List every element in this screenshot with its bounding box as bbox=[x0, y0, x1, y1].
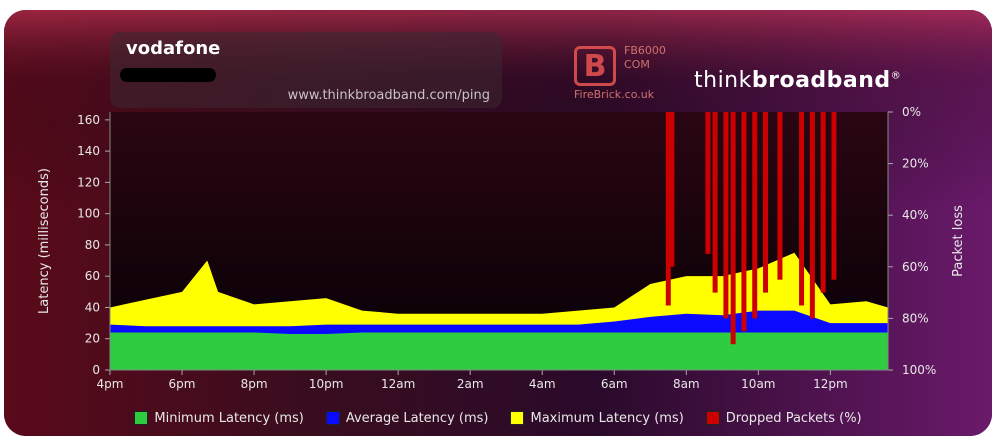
firebrick-site: FireBrick.co.uk bbox=[574, 88, 655, 101]
x-tick-label: 12pm bbox=[813, 377, 848, 391]
y-tick-label: 160 bbox=[77, 113, 100, 127]
isp-name: vodafone bbox=[126, 38, 221, 59]
dropped-packet-bar bbox=[777, 112, 783, 280]
dropped-packet-bar bbox=[705, 112, 711, 254]
legend-swatch bbox=[510, 411, 525, 425]
y-tick-label: 20 bbox=[85, 332, 100, 346]
y2-tick-label: 80% bbox=[902, 311, 929, 325]
y-tick-label: 120 bbox=[77, 175, 100, 189]
source-url: www.thinkbroadband.com/ping bbox=[287, 88, 490, 103]
x-tick-label: 12am bbox=[381, 377, 415, 391]
legend-label: Average Latency (ms) bbox=[345, 410, 489, 426]
dropped-packet-bar bbox=[799, 112, 805, 306]
y2-tick-label: 40% bbox=[902, 208, 929, 222]
x-tick-label: 4am bbox=[529, 377, 556, 391]
y2-tick-label: 100% bbox=[902, 363, 936, 377]
firebrick-com: COM bbox=[624, 58, 650, 71]
legend-item-max: Maximum Latency (ms) bbox=[510, 410, 684, 426]
chart-frame: vodafone www.thinkbroadband.com/ping B F… bbox=[4, 10, 992, 436]
redaction-bar bbox=[120, 68, 216, 82]
y-axis: 0 20 40 60 80 100 120 140 160 bbox=[77, 112, 111, 377]
y-axis-label: Latency (milliseconds) bbox=[37, 168, 52, 314]
dropped-packet-bar bbox=[809, 112, 815, 319]
latency-chart: 0 20 40 60 80 100 120 140 160 0% 20% 40% 60% 80% 100%… bbox=[37, 105, 966, 391]
y-tick-label: 60 bbox=[85, 269, 100, 283]
brand-suffix: broadband bbox=[751, 68, 891, 93]
dropped-packet-bar bbox=[723, 112, 729, 319]
thinkbroadband-logo: thinkbroadband® bbox=[694, 68, 901, 93]
y2-tick-label: 20% bbox=[902, 157, 929, 171]
series-min-area bbox=[110, 332, 888, 370]
legend-label: Maximum Latency (ms) bbox=[530, 410, 684, 426]
legend-label: Minimum Latency (ms) bbox=[154, 410, 304, 426]
legend-item-dropped: Dropped Packets (%) bbox=[705, 410, 862, 426]
series-areas bbox=[110, 252, 888, 370]
x-tick-label: 4pm bbox=[97, 377, 124, 391]
x-tick-label: 10pm bbox=[309, 377, 344, 391]
firebrick-logo: B FB6000 COM FireBrick.co.uk bbox=[574, 44, 684, 106]
y-tick-label: 0 bbox=[92, 363, 100, 377]
dropped-packet-bar bbox=[752, 112, 758, 319]
brand-reg: ® bbox=[890, 70, 902, 82]
y2-tick-label: 0% bbox=[902, 105, 921, 119]
dropped-packet-bar bbox=[741, 112, 747, 332]
dropped-packet-bar bbox=[820, 112, 826, 293]
brand-prefix: think bbox=[694, 68, 752, 93]
legend-item-avg: Average Latency (ms) bbox=[325, 410, 489, 426]
legend-swatch bbox=[134, 411, 149, 425]
legend-item-min: Minimum Latency (ms) bbox=[134, 410, 304, 426]
dropped-packet-bar bbox=[763, 112, 769, 293]
legend-label: Dropped Packets (%) bbox=[725, 410, 862, 426]
legend-swatch bbox=[705, 411, 720, 425]
dropped-packet-bar bbox=[665, 112, 671, 306]
firebrick-model: FB6000 bbox=[624, 44, 666, 57]
y2-axis-label: Packet loss bbox=[951, 205, 966, 277]
x-axis: 4pm 6pm 8pm 10pm 12am 2am 4am 6am 8am 10am 12pm bbox=[97, 369, 888, 391]
isp-panel: vodafone www.thinkbroadband.com/ping bbox=[110, 32, 502, 108]
dropped-packet-bar bbox=[831, 112, 837, 280]
x-tick-label: 6pm bbox=[169, 377, 196, 391]
legend-swatch bbox=[325, 411, 340, 425]
dropped-packet-bar bbox=[712, 112, 718, 293]
y-tick-label: 100 bbox=[77, 207, 100, 221]
y-tick-label: 140 bbox=[77, 144, 100, 158]
y2-tick-label: 60% bbox=[902, 260, 929, 274]
dropped-packets bbox=[665, 112, 837, 345]
y2-axis: 0% 20% 40% 60% 80% 100% bbox=[887, 105, 936, 377]
y-tick-label: 80 bbox=[85, 238, 100, 252]
firebrick-mark: B bbox=[574, 46, 616, 86]
y-tick-label: 40 bbox=[85, 300, 100, 314]
x-tick-label: 6am bbox=[601, 377, 628, 391]
dropped-packet-bar bbox=[730, 112, 736, 345]
x-tick-label: 8am bbox=[673, 377, 700, 391]
x-tick-label: 10am bbox=[741, 377, 775, 391]
dropped-packet-bar bbox=[669, 112, 675, 267]
x-tick-label: 8pm bbox=[241, 377, 268, 391]
x-tick-label: 2am bbox=[457, 377, 484, 391]
legend: Minimum Latency (ms) Average Latency (ms)… bbox=[4, 408, 992, 428]
